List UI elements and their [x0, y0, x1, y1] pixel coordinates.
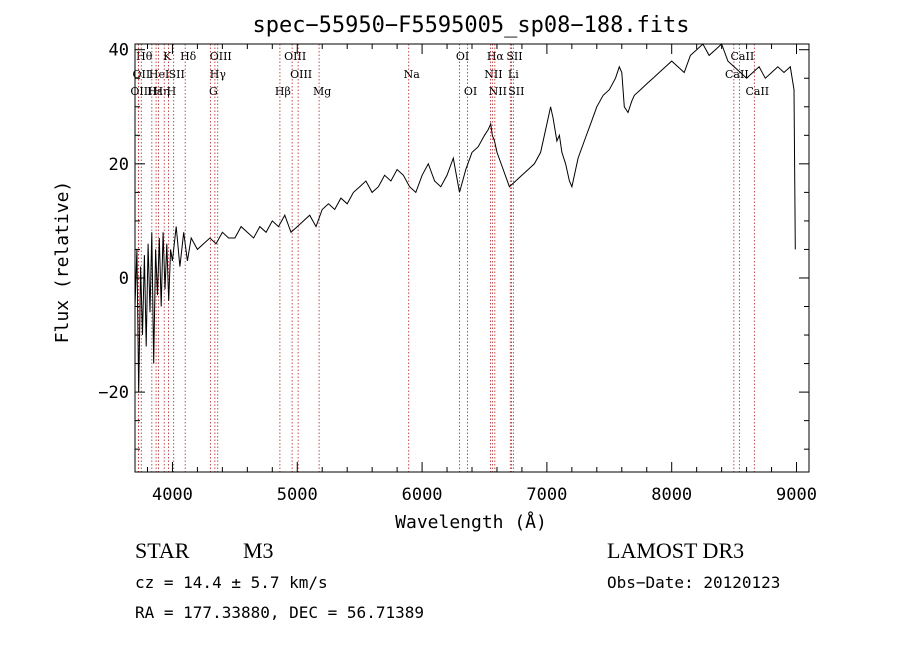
y-tick-label: 20 — [109, 155, 129, 175]
line-label-22: NII — [489, 85, 507, 98]
line-label-12: OIII — [210, 50, 232, 63]
line-label-26: CaII — [725, 68, 749, 81]
line-label-6: K — [163, 50, 172, 63]
x-tick-label: 5000 — [277, 485, 318, 505]
x-tick-label: 7000 — [526, 485, 567, 505]
y-axis-label: Flux (relative) — [52, 181, 73, 344]
emission-line-markers: HθOIIOIIIHεHeIHηKHSIIHδGHγOIIIHβOIIIOIII… — [130, 44, 769, 472]
line-label-9: Hδ — [180, 50, 197, 63]
x-tick-label: 9000 — [776, 485, 817, 505]
line-label-11: Hγ — [210, 68, 227, 81]
y-tick-label: 40 — [109, 41, 129, 61]
x-axis-label: Wavelength (Å) — [395, 511, 547, 533]
line-label-8: SII — [169, 68, 185, 81]
line-label-20: NII — [484, 68, 502, 81]
line-label-2: OIII — [130, 85, 152, 98]
line-label-0: Hθ — [136, 50, 153, 63]
plot-frame — [134, 43, 810, 473]
line-label-17: Na — [404, 68, 421, 81]
line-label-23: Li — [508, 68, 519, 81]
spectrum-line — [134, 43, 796, 393]
redshift-cz: cz = 14.4 ± 5.7 km/s — [135, 573, 328, 592]
chart-title: spec−55950−F5595005_sp08−188.fits — [252, 13, 689, 38]
y-tick-label: −20 — [98, 383, 129, 403]
line-label-14: OIII — [284, 50, 306, 63]
x-tick-label: 6000 — [402, 485, 443, 505]
line-label-5: Hη — [153, 85, 169, 98]
line-label-21: Hα — [487, 50, 505, 63]
line-label-24: SII — [506, 50, 522, 63]
object-subclass: M3 — [243, 538, 274, 563]
spectrum-layer — [134, 43, 796, 393]
line-label-18: OI — [456, 50, 469, 63]
line-label-13: Hβ — [275, 85, 291, 98]
line-label-10: G — [209, 85, 218, 98]
x-tick-label: 8000 — [651, 485, 692, 505]
observation-date: Obs−Date: 20120123 — [607, 573, 781, 592]
axes-layer: 4000 5000 6000 7000 8000 9000 −20 0 20 40 — [98, 41, 817, 505]
x-tick-label: 4000 — [152, 485, 193, 505]
line-label-25: SII — [508, 85, 524, 98]
line-label-7: H — [167, 85, 177, 98]
object-class: STAR — [135, 538, 190, 563]
line-label-4: HeI — [149, 68, 169, 81]
y-tick-label: 0 — [119, 269, 129, 289]
line-label-16: Mg — [313, 85, 331, 98]
survey-name: LAMOST DR3 — [607, 538, 745, 563]
line-label-27: CaII — [731, 50, 755, 63]
line-label-19: OI — [464, 85, 477, 98]
line-label-15: OIII — [290, 68, 312, 81]
line-label-3: Hε — [147, 85, 163, 98]
line-label-28: CaII — [745, 85, 769, 98]
ra-dec: RA = 177.33880, DEC = 56.71389 — [135, 603, 424, 622]
